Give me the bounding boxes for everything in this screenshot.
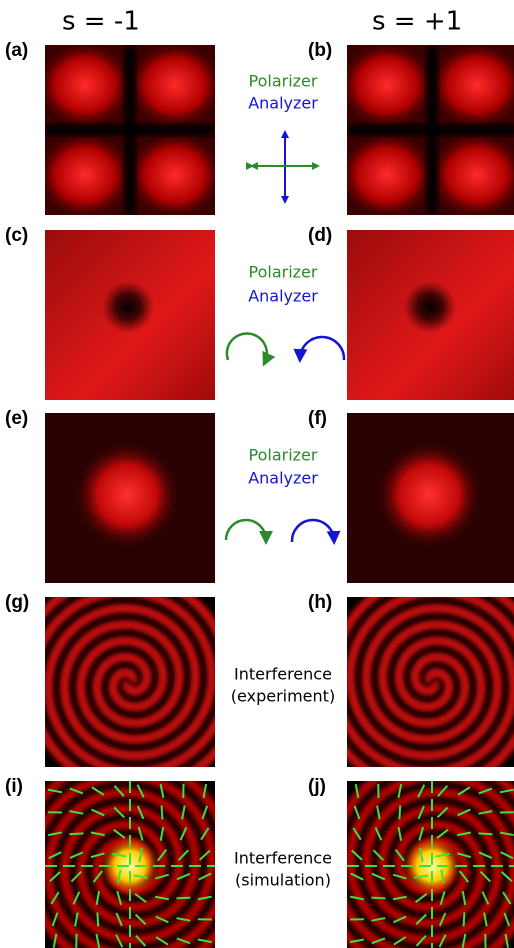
lobe (337, 40, 437, 130)
dark-band (347, 124, 514, 136)
panel-label: (d) (308, 225, 332, 246)
polarization-dash (371, 898, 385, 899)
image-panel (35, 40, 225, 220)
panel-label: (f) (308, 408, 327, 429)
polarization-dash (478, 833, 492, 834)
analyzer-arrow (292, 520, 334, 542)
lobe (125, 40, 225, 130)
analyzer-arrow (300, 337, 344, 360)
image-panel (319, 576, 514, 789)
image-panel (337, 40, 514, 220)
polarizer-arrow (227, 333, 267, 362)
column-header: s = -1 (62, 7, 140, 37)
image-panel (347, 230, 514, 400)
lobe (125, 130, 225, 220)
image-panel (319, 760, 514, 948)
figure: s = -1 s = +1 (a) (b) Polarizer Analyzer (c)… (0, 0, 514, 948)
polarization-dash (97, 912, 98, 926)
panel-label: (h) (308, 592, 332, 613)
lobe (35, 130, 135, 220)
panels (17, 40, 514, 948)
polarizer-arrow (226, 520, 266, 540)
polarization-dash (399, 805, 400, 819)
vortex-core (102, 281, 154, 333)
panel-label: (b) (308, 40, 332, 61)
vortex-core (404, 281, 456, 333)
caption-line: Analyzer (248, 94, 318, 113)
image-panel (17, 576, 244, 789)
polarization-dash (162, 805, 163, 819)
caption-line: Interference (234, 849, 332, 868)
image-panel (17, 760, 244, 948)
polarization-dash (176, 898, 190, 899)
panel-label: (g) (5, 592, 29, 613)
panel-label: (i) (5, 776, 23, 797)
image-panel (347, 413, 514, 583)
spot (72, 440, 182, 550)
polarization-dash (69, 833, 83, 834)
caption-line: Analyzer (248, 287, 318, 306)
image-panel (45, 413, 215, 583)
column-header: s = +1 (372, 7, 462, 37)
caption-line: (experiment) (231, 687, 335, 706)
linear-arrows (252, 132, 318, 202)
circular-arrows (226, 333, 344, 542)
caption-line: Polarizer (249, 263, 318, 282)
image-panel (45, 230, 215, 400)
lobe (35, 40, 135, 130)
panel-label: (e) (5, 408, 28, 429)
caption-line: Analyzer (248, 469, 318, 488)
panel-label: (j) (308, 776, 326, 797)
dark-band (45, 124, 215, 136)
caption-line: Interference (234, 665, 332, 684)
panel-label: (c) (5, 225, 28, 246)
caption-line: Polarizer (249, 72, 318, 91)
panel-label: (a) (5, 40, 28, 61)
polarization-dash (464, 912, 465, 926)
lobe (337, 130, 437, 220)
caption-line: (simulation) (235, 871, 331, 890)
caption-line: Polarizer (249, 446, 318, 465)
spot (374, 440, 484, 550)
